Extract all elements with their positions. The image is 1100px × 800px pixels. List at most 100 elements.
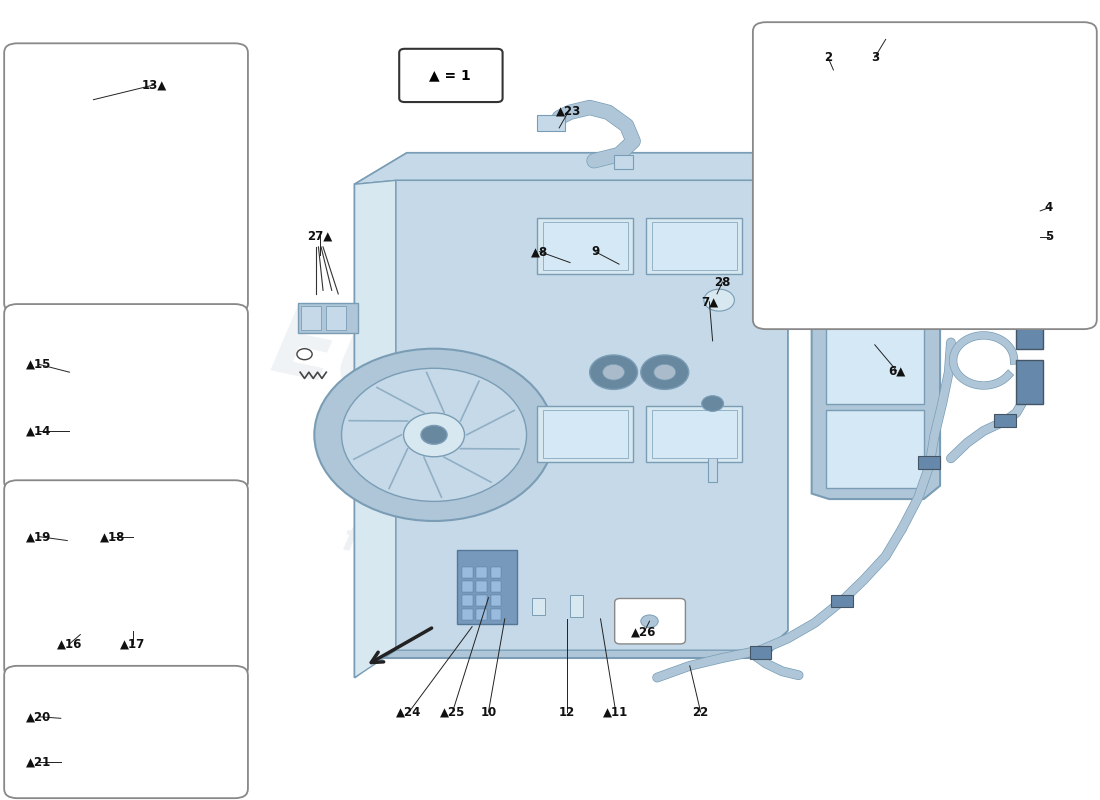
Circle shape xyxy=(39,756,56,769)
Bar xyxy=(538,115,564,131)
Bar xyxy=(327,306,345,330)
Circle shape xyxy=(31,622,65,647)
Polygon shape xyxy=(64,78,217,290)
Circle shape xyxy=(421,426,447,444)
Polygon shape xyxy=(396,180,788,650)
Text: 2: 2 xyxy=(824,51,832,64)
Text: 28: 28 xyxy=(714,276,730,289)
Bar xyxy=(476,567,487,578)
Circle shape xyxy=(69,421,87,434)
Bar xyxy=(538,406,634,462)
Bar xyxy=(708,411,717,482)
Bar xyxy=(570,594,583,617)
Circle shape xyxy=(31,750,65,774)
Circle shape xyxy=(39,530,56,543)
Text: ▲26: ▲26 xyxy=(631,626,657,638)
Bar xyxy=(749,646,771,658)
Text: ▲15: ▲15 xyxy=(26,358,52,371)
Circle shape xyxy=(76,86,91,98)
Bar xyxy=(826,326,924,403)
FancyBboxPatch shape xyxy=(752,22,1097,329)
FancyBboxPatch shape xyxy=(4,43,248,313)
Bar xyxy=(298,303,358,333)
Circle shape xyxy=(39,712,56,725)
Circle shape xyxy=(60,346,96,371)
Circle shape xyxy=(702,396,724,411)
Text: ▲18: ▲18 xyxy=(100,530,125,543)
Circle shape xyxy=(341,368,527,502)
Bar xyxy=(462,595,473,606)
Text: 3: 3 xyxy=(871,51,879,64)
Circle shape xyxy=(118,622,152,647)
Bar xyxy=(785,47,878,302)
FancyBboxPatch shape xyxy=(615,598,685,644)
Text: 12: 12 xyxy=(559,706,575,718)
Polygon shape xyxy=(1038,208,1049,215)
Text: ▲19: ▲19 xyxy=(26,530,52,543)
Text: 6▲: 6▲ xyxy=(888,364,905,377)
Bar xyxy=(85,689,201,776)
Text: 7▲: 7▲ xyxy=(701,295,718,308)
Bar xyxy=(476,582,487,592)
Bar xyxy=(812,45,896,74)
Bar xyxy=(1016,318,1044,349)
Bar xyxy=(491,582,502,592)
Text: ▲11: ▲11 xyxy=(603,706,628,718)
Text: ▲24: ▲24 xyxy=(396,706,421,718)
Bar xyxy=(532,598,544,615)
Circle shape xyxy=(641,355,689,390)
Bar xyxy=(462,582,473,592)
Bar xyxy=(102,326,211,470)
Bar xyxy=(543,222,628,270)
Polygon shape xyxy=(777,35,1047,308)
Circle shape xyxy=(39,628,56,641)
Bar xyxy=(491,567,502,578)
Text: 27▲: 27▲ xyxy=(307,230,332,242)
Text: ▲21: ▲21 xyxy=(26,756,52,769)
Text: ▲8: ▲8 xyxy=(531,245,548,258)
Bar xyxy=(646,218,742,274)
Bar xyxy=(82,506,205,653)
Circle shape xyxy=(315,349,553,521)
Circle shape xyxy=(915,139,1020,214)
Circle shape xyxy=(893,123,1042,230)
Bar xyxy=(78,503,209,656)
Bar xyxy=(1016,361,1044,403)
Text: 22: 22 xyxy=(693,706,708,718)
Circle shape xyxy=(641,615,658,627)
Bar xyxy=(476,595,487,606)
FancyBboxPatch shape xyxy=(4,304,248,491)
Polygon shape xyxy=(812,306,940,499)
Bar xyxy=(301,306,321,330)
Text: ▲ = 1: ▲ = 1 xyxy=(429,69,471,82)
Bar xyxy=(462,610,473,621)
Text: for excellence: for excellence xyxy=(340,522,626,614)
Text: 10: 10 xyxy=(481,706,496,718)
Bar xyxy=(651,222,737,270)
Circle shape xyxy=(31,706,65,731)
Bar xyxy=(918,456,940,469)
Circle shape xyxy=(68,81,99,103)
Bar xyxy=(646,406,742,462)
Bar xyxy=(543,410,628,458)
Circle shape xyxy=(590,355,638,390)
Text: 4: 4 xyxy=(1045,202,1053,214)
Circle shape xyxy=(126,628,143,641)
Bar xyxy=(994,414,1016,427)
Text: ▲25: ▲25 xyxy=(440,706,465,718)
Bar xyxy=(67,85,213,102)
Bar xyxy=(491,610,502,621)
Bar xyxy=(476,610,487,621)
FancyBboxPatch shape xyxy=(399,49,503,102)
Circle shape xyxy=(404,413,464,457)
Bar xyxy=(491,595,502,606)
Polygon shape xyxy=(354,153,788,678)
Bar xyxy=(67,274,213,288)
Text: ▲23: ▲23 xyxy=(557,104,582,117)
Circle shape xyxy=(603,364,625,380)
Bar xyxy=(456,550,517,624)
Bar xyxy=(614,154,634,169)
Bar xyxy=(462,567,473,578)
Bar xyxy=(80,686,206,779)
Circle shape xyxy=(60,414,96,439)
